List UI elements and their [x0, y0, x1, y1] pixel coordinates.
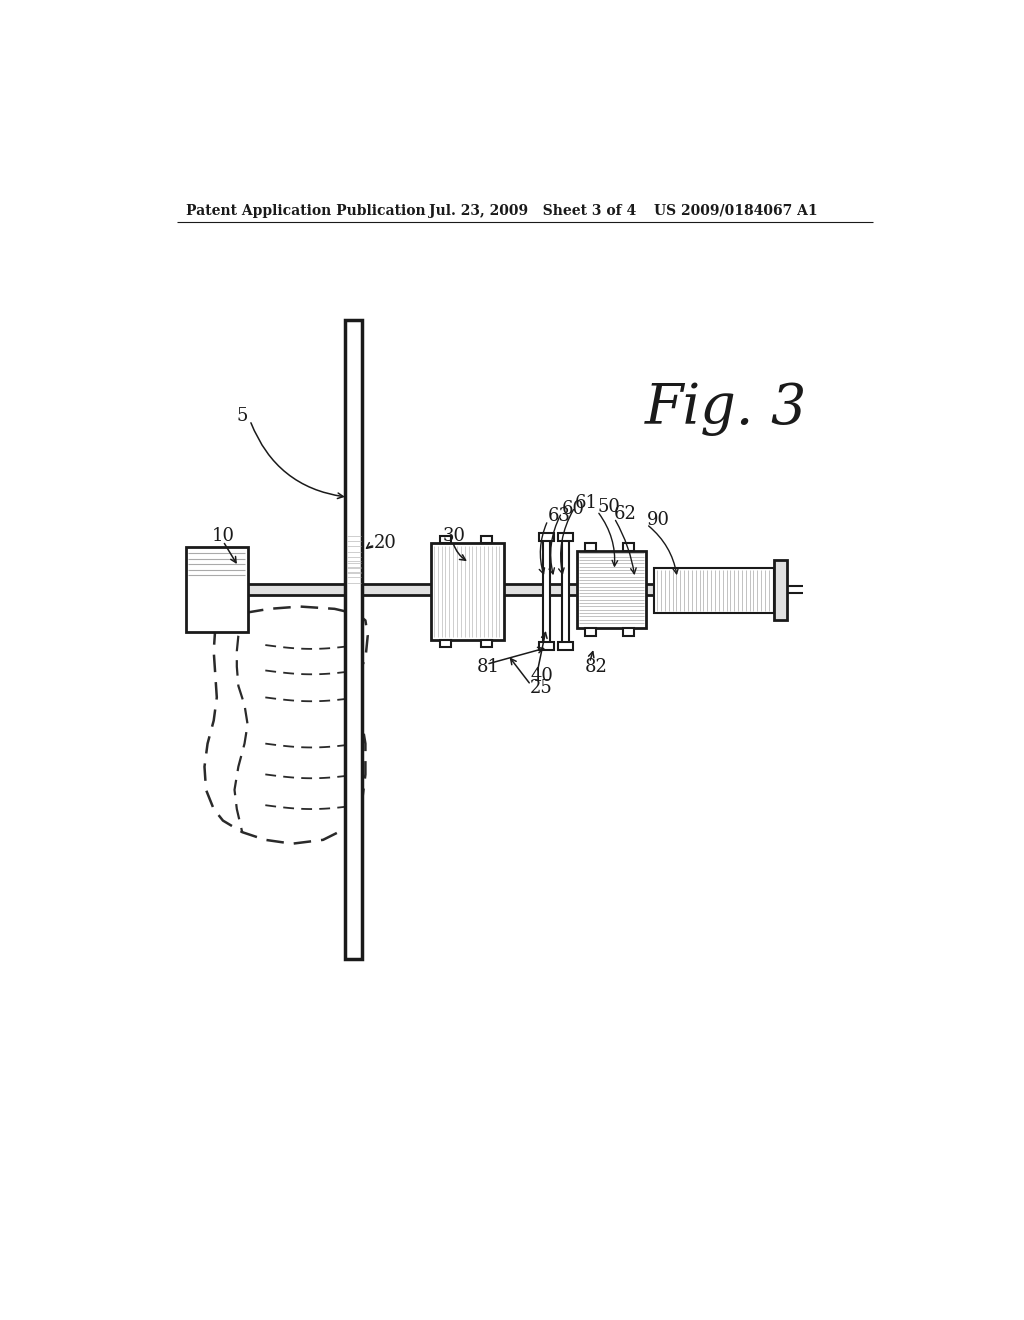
Text: 30: 30 — [442, 527, 466, 545]
Text: 82: 82 — [585, 657, 607, 676]
Text: 60: 60 — [562, 500, 585, 517]
Text: 10: 10 — [211, 527, 234, 545]
Text: Patent Application Publication: Patent Application Publication — [186, 203, 426, 218]
Bar — [543, 540, 550, 644]
Bar — [440, 640, 451, 647]
Text: 90: 90 — [646, 511, 670, 529]
Bar — [539, 642, 554, 649]
Bar — [558, 533, 573, 541]
Bar — [773, 560, 787, 620]
Bar — [345, 321, 362, 960]
Bar — [624, 628, 634, 636]
Bar — [558, 642, 573, 649]
Bar — [481, 536, 492, 544]
Text: 61: 61 — [574, 495, 598, 512]
Text: 40: 40 — [531, 667, 554, 685]
Text: 50: 50 — [597, 498, 621, 516]
Bar — [578, 552, 646, 628]
Bar — [624, 544, 634, 552]
Text: 63: 63 — [548, 507, 571, 525]
Text: Fig. 3: Fig. 3 — [645, 381, 807, 437]
Bar — [186, 548, 248, 632]
Text: 20: 20 — [374, 535, 396, 552]
Text: 5: 5 — [237, 408, 248, 425]
Bar — [440, 536, 451, 544]
Bar — [562, 540, 569, 644]
Bar — [585, 628, 596, 636]
Text: US 2009/0184067 A1: US 2009/0184067 A1 — [654, 203, 818, 218]
Bar — [585, 544, 596, 552]
Text: 25: 25 — [529, 680, 552, 697]
Text: 81: 81 — [477, 657, 500, 676]
Bar — [481, 640, 492, 647]
Bar — [208, 585, 781, 595]
Bar — [539, 533, 554, 541]
Bar — [431, 544, 504, 640]
Bar — [654, 568, 773, 612]
Text: Jul. 23, 2009   Sheet 3 of 4: Jul. 23, 2009 Sheet 3 of 4 — [429, 203, 637, 218]
Text: 62: 62 — [614, 506, 637, 523]
